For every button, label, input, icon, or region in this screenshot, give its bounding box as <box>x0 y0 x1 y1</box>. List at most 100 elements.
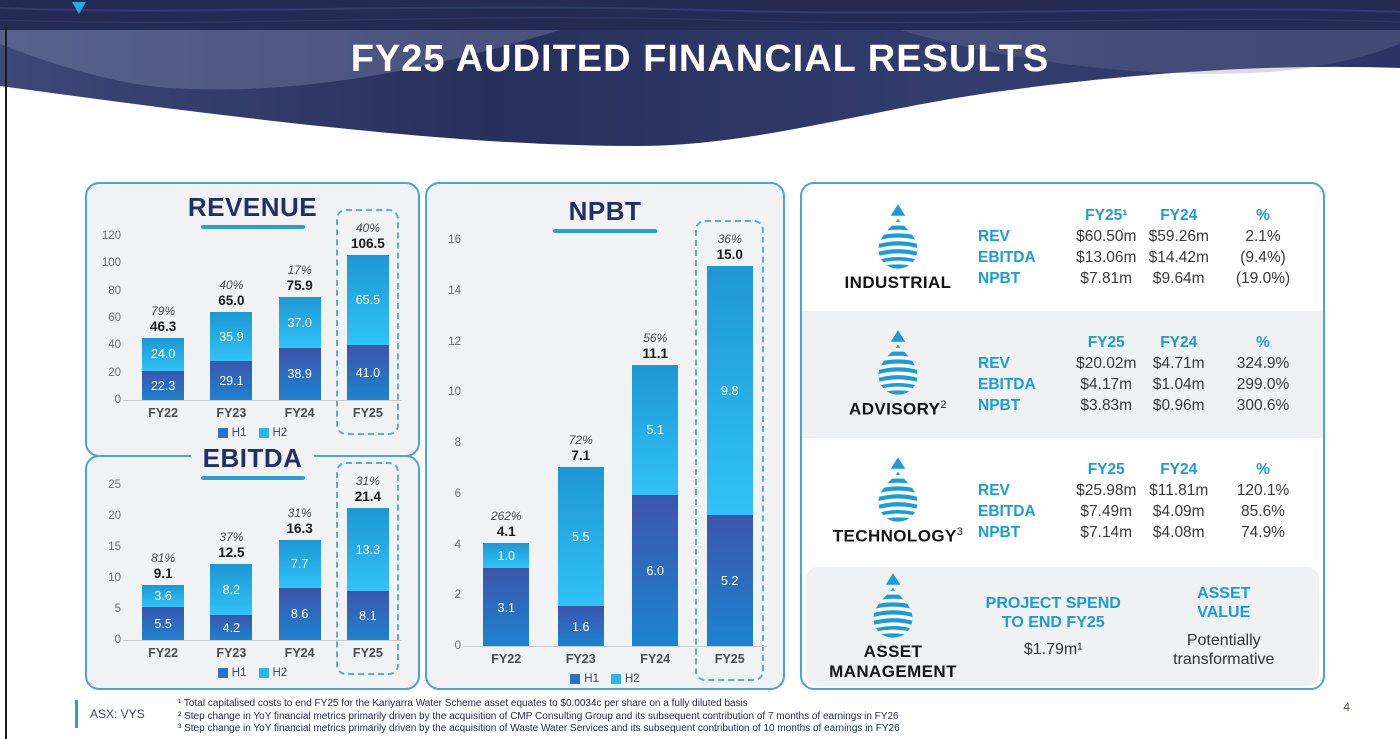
metric-value-pct: 324.9% <box>1236 355 1290 372</box>
bar-slot-fy22: 5.5 3.6 9.1 81% FY22 <box>129 486 197 660</box>
y-axis-tick-label: 5 <box>114 603 121 615</box>
metric-value-fy24: $59.26m <box>1148 228 1209 245</box>
bars-container: 3.1 1.0 4.1 262% FY22 1.6 5.5 7.1 72% FY23 6.0 5.1 1… <box>469 220 767 681</box>
x-axis-baseline <box>123 400 402 401</box>
footer: ASX: VYS ¹ Total capitalised costs to en… <box>75 698 900 736</box>
legend-label: H1 <box>231 667 247 679</box>
asset-project-spend-column: PROJECT SPEND TO END FY25 $1.79m¹ <box>968 594 1139 660</box>
segment-value-label: 13.3 <box>355 542 381 557</box>
h1-swatch-icon <box>570 674 581 684</box>
growth-percent-label: 40% <box>219 278 244 293</box>
category-label: FY24 <box>284 646 315 660</box>
x-axis-baseline <box>463 646 767 647</box>
total-value-label: 12.5 <box>218 545 245 561</box>
metric-value-fy24: $4.71m <box>1152 355 1205 372</box>
metric-value-fy25: $13.06m <box>1076 249 1137 266</box>
stacked-bar: 8.1 13.3 <box>346 508 389 641</box>
total-value-label: 4.1 <box>496 523 516 539</box>
chart-plot-area: 16 14 12 10 8 6 4 2 0 3.1 1.0 4.1 262% FY22 1.6 5.5 7.1 7… <box>448 220 767 681</box>
metric-value-pct: 74.9% <box>1241 524 1285 541</box>
h1-segment: 3.1 <box>483 568 530 647</box>
water-drop-icon <box>873 573 913 638</box>
h2-segment: 35.9 <box>210 312 253 362</box>
legend-item-h2: H2 <box>611 673 640 685</box>
y-axis-tick-label: 16 <box>448 234 461 246</box>
chart-title-underline <box>200 476 305 480</box>
column-header: FY25 <box>1087 334 1125 351</box>
bar-slot-fy24: 8.6 7.7 16.3 31% FY24 <box>266 486 334 660</box>
y-axis-tick-label: 10 <box>448 386 461 399</box>
y-axis-tick-label: 100 <box>101 257 121 270</box>
bars-container: 5.5 3.6 9.1 81% FY22 4.2 8.2 12.5 37% FY23 8.6 7.7 1… <box>129 462 402 675</box>
revenue-chart-panel: REVENUE 120 100 80 60 40 20 0 22.3 24.0 46.3 79% FY2… <box>85 182 420 457</box>
metric-value-pct: 120.1% <box>1236 482 1290 499</box>
column-header: % <box>1256 334 1270 351</box>
segment-value-label: 3.6 <box>154 588 172 603</box>
segment-identity: INDUSTRIAL <box>818 203 978 293</box>
h1-segment: 6.0 <box>632 494 679 647</box>
column-header: FY25 <box>1087 461 1125 478</box>
asset-value-text: Potentially transformative <box>1173 631 1275 668</box>
column-header: % <box>1256 207 1270 224</box>
bar-slot-fy24: 38.9 37.0 75.9 17% FY24 <box>266 237 334 420</box>
metric-value-fy25: $7.81m <box>1080 270 1133 287</box>
chart-header: REVENUE <box>87 192 418 223</box>
category-label: FY25 <box>352 406 383 420</box>
chart-legend: H1 H2 <box>87 427 418 439</box>
segment-name: TECHNOLOGY3 <box>832 526 964 547</box>
segment-value-label: 7.7 <box>290 556 309 571</box>
h1-segment: 41.0 <box>346 344 389 401</box>
y-axis-tick-label: 0 <box>114 634 121 646</box>
category-label: FY22 <box>491 652 522 666</box>
header-wave-graphic <box>0 0 1400 146</box>
growth-percent-label: 72% <box>568 432 593 447</box>
bar-slot-fy23: 29.1 35.9 65.0 40% FY23 <box>197 237 265 420</box>
segment-value-label: 22.3 <box>150 378 176 393</box>
y-axis-tick-label: 20 <box>108 510 121 522</box>
segment-name: ASSET MANAGEMENT <box>829 641 957 681</box>
bar-slot-fy24: 6.0 5.1 11.1 56% FY24 <box>618 241 693 666</box>
footnote-3: ³ Step change in YoY financial metrics p… <box>178 723 900 734</box>
chart-title-underline <box>200 225 305 229</box>
footnotes: ¹ Total capitalised costs to end FY25 fo… <box>178 698 900 736</box>
table-header-spacer <box>978 461 1070 479</box>
metric-label: REV <box>978 355 1010 372</box>
metric-value-pct: (9.4%) <box>1240 249 1286 266</box>
metric-label: EBITDA <box>978 249 1036 266</box>
segment-row-asset-management: ASSET MANAGEMENT PROJECT SPEND TO END FY2… <box>806 567 1319 686</box>
growth-percent-label: 36% <box>717 232 742 247</box>
h1-segment: 38.9 <box>278 347 321 401</box>
metric-value-fy24: $0.96m <box>1152 397 1205 414</box>
h1-swatch-icon <box>217 668 228 678</box>
metric-label: REV <box>978 482 1010 499</box>
water-drop-icon <box>878 330 918 395</box>
asset-value-header: ASSET VALUE <box>1197 585 1251 622</box>
y-axis-tick-label: 15 <box>108 541 121 553</box>
segment-identity: ASSET MANAGEMENT <box>818 572 968 681</box>
metric-value-pct: 85.6% <box>1241 503 1285 520</box>
legend-item-h2: H2 <box>258 427 288 439</box>
growth-percent-label: 81% <box>151 550 176 565</box>
h1-segment: 1.6 <box>557 606 604 647</box>
chart-title: EBITDA <box>190 443 315 474</box>
bar-slot-fy25: 41.0 65.5 106.5 40% FY25 <box>334 209 402 435</box>
metric-label: EBITDA <box>978 376 1036 393</box>
metric-label: EBITDA <box>978 503 1036 520</box>
y-axis-tick-label: 80 <box>108 284 121 297</box>
metric-value-pct: 2.1% <box>1245 228 1281 245</box>
category-label: FY22 <box>148 646 179 660</box>
segment-identity: ADVISORY2 <box>818 329 978 419</box>
chart-legend: H1 H2 <box>87 667 418 679</box>
segment-metrics-table: FY25 FY24% REV $25.98m $11.81m 120.1% EBITDA $7… <box>978 461 1311 542</box>
legend-item-h2: H2 <box>258 667 287 679</box>
category-label: FY24 <box>640 652 671 666</box>
h2-segment: 37.0 <box>278 297 321 348</box>
stacked-bar: 38.9 37.0 <box>278 297 321 401</box>
h1-segment: 29.1 <box>210 361 253 401</box>
category-label: FY23 <box>565 652 596 666</box>
category-label: FY22 <box>148 406 179 420</box>
project-spend-header: PROJECT SPEND TO END FY25 <box>985 594 1121 631</box>
stacked-bar: 4.2 8.2 <box>210 564 253 641</box>
stacked-bar: 3.1 1.0 <box>483 542 530 647</box>
legend-label: H2 <box>272 427 288 439</box>
